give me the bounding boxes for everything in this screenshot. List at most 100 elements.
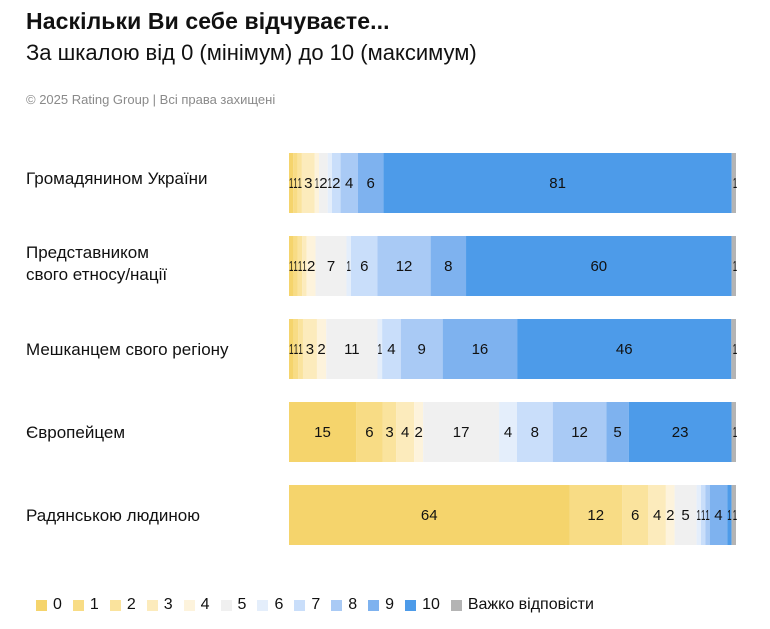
legend-swatch [109, 599, 121, 611]
bar-segment [396, 402, 415, 462]
bar-segment [382, 402, 397, 462]
bar-segment [340, 153, 358, 213]
data-label: 1 [315, 175, 319, 192]
data-label: 4 [345, 175, 353, 192]
bar-segment [674, 485, 697, 545]
legend-item: 8 [331, 596, 357, 614]
legend-label: 0 [53, 596, 62, 613]
data-label: 1 [289, 258, 293, 275]
bar-segment [400, 319, 443, 379]
data-label: 3 [304, 175, 312, 192]
bar-segment [289, 319, 294, 379]
bar-segment [731, 153, 736, 213]
data-label: 1 [293, 258, 297, 275]
legend-item: 3 [146, 596, 173, 614]
legend-swatch [368, 599, 380, 611]
data-label: 4 [401, 424, 409, 441]
data-label: 1 [328, 175, 332, 192]
data-label: 4 [714, 507, 722, 524]
data-label: 1 [701, 507, 705, 524]
legend-label: 1 [89, 596, 99, 613]
copyright-notice: © 2025 Rating Group | Всі права захищені [26, 92, 276, 107]
bar-segment [696, 485, 701, 545]
legend-item: 7 [294, 596, 320, 614]
bar-segment [306, 236, 316, 296]
legend-label: 9 [385, 596, 395, 613]
bar-segment [382, 319, 401, 379]
bar-segment [377, 319, 383, 379]
data-label: 5 [613, 424, 621, 441]
data-label: 2 [319, 175, 327, 192]
data-label: 1 [733, 341, 738, 358]
legend-swatch [183, 599, 195, 611]
data-label: 12 [587, 507, 604, 524]
legend-swatch [72, 599, 84, 611]
bar-segment [289, 153, 294, 213]
data-label: 1 [697, 507, 701, 524]
bar-segment [430, 236, 467, 296]
chart-legend: 0 1 2 3 4 5 6 7 8 9 10 Важко відповісти [36, 596, 605, 614]
data-label: 1 [298, 341, 303, 358]
data-label: 4 [387, 341, 395, 358]
bar-segment [731, 485, 736, 545]
data-label: 2 [666, 507, 674, 524]
bar-segment [297, 153, 302, 213]
category-label: Європейцем [26, 423, 126, 442]
data-label: 64 [421, 507, 438, 524]
bar-segment [731, 236, 736, 296]
bar-segment [628, 402, 732, 462]
data-label: 4 [504, 424, 512, 441]
data-label: 3 [385, 424, 393, 441]
bar-segment [383, 153, 732, 213]
bar-segment [357, 153, 384, 213]
bar-segment [315, 236, 347, 296]
legend-label: 2 [126, 596, 136, 613]
bar-segment [731, 319, 736, 379]
data-label: 1 [705, 507, 709, 524]
data-label: 3 [306, 341, 314, 358]
bar-segment [552, 402, 607, 462]
bar-segment [293, 236, 298, 296]
legend-label: 8 [348, 596, 358, 613]
data-label: 1 [733, 258, 737, 275]
data-label: 1 [289, 175, 293, 192]
chart-title: Наскільки Ви себе відчуваєте... [26, 8, 390, 34]
legend-label: 5 [237, 596, 247, 613]
data-label: 12 [571, 424, 588, 441]
bar-segment [442, 319, 518, 379]
bar-segment [298, 319, 303, 379]
data-label: 2 [332, 175, 340, 192]
data-label: 1 [298, 258, 302, 275]
data-label: 15 [314, 424, 331, 441]
legend-swatch [36, 599, 47, 611]
data-label: 17 [453, 424, 470, 441]
data-label: 1 [727, 507, 731, 524]
legend-swatch [450, 599, 462, 611]
bar-segment [301, 153, 315, 213]
legend-label: Важко відповісти [467, 596, 594, 613]
data-label: 6 [365, 424, 373, 441]
bar-segment [731, 402, 736, 462]
bar-segment [423, 402, 500, 462]
data-label: 6 [631, 507, 639, 524]
bar-segment [316, 319, 327, 379]
bar-segment [517, 319, 732, 379]
data-label: 2 [414, 424, 422, 441]
legend-item: 4 [183, 596, 210, 614]
data-label: 12 [396, 258, 413, 275]
legend-item: 10 [405, 596, 440, 614]
bar-segment [606, 402, 629, 462]
category-label: Радянською людиною [26, 506, 200, 525]
legend-swatch [220, 599, 232, 611]
data-label: 81 [549, 175, 566, 192]
bar-segment [727, 485, 732, 545]
category-label: Громадянином України [26, 169, 208, 188]
data-label: 1 [294, 341, 299, 358]
data-label: 46 [616, 341, 633, 358]
legend-item: 0 [36, 596, 62, 614]
bar-segment [516, 402, 553, 462]
bar-segment [326, 319, 378, 379]
bar-segment [289, 485, 570, 545]
bar-segment [314, 153, 320, 213]
